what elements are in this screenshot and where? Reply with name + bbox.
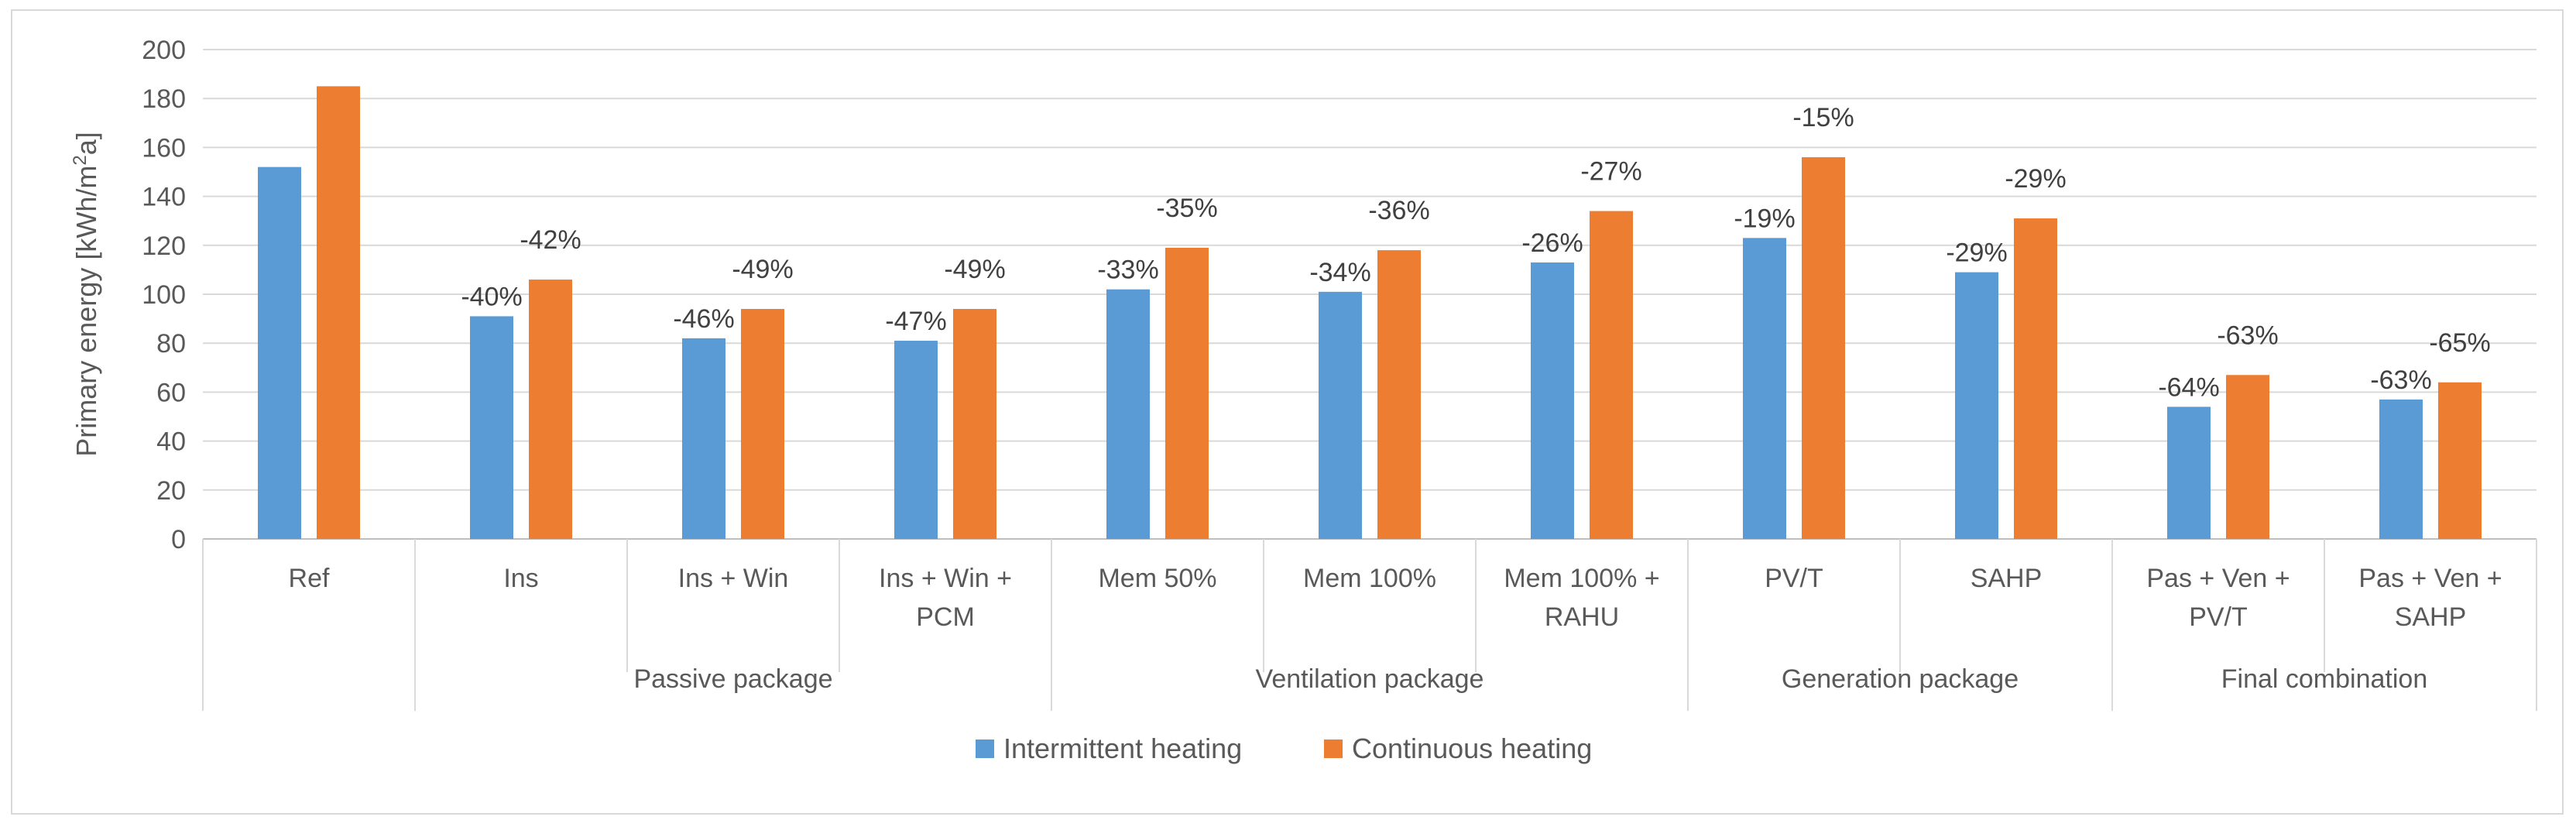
category-label: Ins + Win xyxy=(678,564,789,593)
data-label: -47% xyxy=(885,307,946,336)
bar-continuous-heating xyxy=(2438,382,2482,539)
data-label: -29% xyxy=(1946,238,2007,268)
category-label: PCM xyxy=(916,602,975,632)
data-label: -36% xyxy=(1368,196,1429,225)
category-label: Ins + Win + xyxy=(879,564,1012,593)
data-label: -42% xyxy=(520,225,581,255)
category-label: Mem 50% xyxy=(1098,564,1216,593)
data-label: -63% xyxy=(2217,321,2278,350)
category-label: PV/T xyxy=(2189,602,2248,632)
legend-swatch xyxy=(976,739,994,758)
bar-continuous-heating xyxy=(1802,157,1845,540)
data-label: -64% xyxy=(2158,372,2219,402)
bar-intermittent-heating xyxy=(894,341,938,539)
bar-continuous-heating xyxy=(2226,375,2269,539)
y-axis-title: Primary energy [kWh/m2a] xyxy=(70,132,103,456)
bar-continuous-heating xyxy=(317,86,360,539)
data-label: -26% xyxy=(1521,228,1583,258)
y-tick-label: 200 xyxy=(142,36,186,65)
legend-label: Intermittent heating xyxy=(1003,733,1242,764)
y-axis-title-main: Primary energy [kWh/m xyxy=(70,166,102,457)
data-label: -33% xyxy=(1097,256,1158,285)
bar-intermittent-heating xyxy=(1743,238,1786,539)
y-tick-label: 140 xyxy=(142,183,186,212)
data-label: -19% xyxy=(1734,204,1795,233)
bar-continuous-heating xyxy=(1165,247,1209,539)
y-axis-title-tail: a] xyxy=(70,132,102,155)
y-tick-label: 100 xyxy=(142,280,186,310)
bar-intermittent-heating xyxy=(2167,407,2211,539)
bar-intermittent-heating xyxy=(1531,262,1574,539)
y-tick-label: 120 xyxy=(142,232,186,261)
category-label: Pas + Ven + xyxy=(2358,564,2502,593)
bar-intermittent-heating xyxy=(1106,289,1150,539)
category-label: Mem 100% xyxy=(1303,564,1436,593)
data-label: -27% xyxy=(1580,157,1641,187)
data-label: -49% xyxy=(944,255,1005,284)
category-label: PV/T xyxy=(1765,564,1823,593)
y-tick-label: 160 xyxy=(142,133,186,163)
category-label: Pas + Ven + xyxy=(2146,564,2290,593)
data-label: -29% xyxy=(2005,164,2066,194)
legend-label: Continuous heating xyxy=(1352,733,1592,764)
category-label: SAHP xyxy=(2395,602,2467,632)
y-tick-label: 20 xyxy=(156,476,186,506)
data-label: -15% xyxy=(1792,103,1854,132)
bar-continuous-heating xyxy=(1377,250,1421,539)
y-tick-label: 180 xyxy=(142,84,186,114)
bar-intermittent-heating xyxy=(2379,399,2423,539)
category-label: RAHU xyxy=(1545,602,1619,632)
bar-intermittent-heating xyxy=(682,338,725,539)
group-label: Generation package xyxy=(1782,664,2019,694)
y-tick-label: 0 xyxy=(171,525,186,554)
category-label: Ref xyxy=(289,564,330,593)
y-tick-label: 40 xyxy=(156,427,186,457)
bar-continuous-heating xyxy=(529,280,572,539)
data-label: -49% xyxy=(732,255,793,284)
bar-continuous-heating xyxy=(1590,211,1633,539)
data-label: -46% xyxy=(673,304,734,334)
y-tick-label: 80 xyxy=(156,329,186,359)
bar-intermittent-heating xyxy=(1319,291,1362,539)
bar-intermittent-heating xyxy=(258,166,301,539)
group-label: Ventilation package xyxy=(1256,664,1484,694)
data-label: -40% xyxy=(461,282,522,311)
bar-intermittent-heating xyxy=(1955,272,1998,539)
data-label: -65% xyxy=(2429,328,2490,358)
y-tick-label: 60 xyxy=(156,378,186,407)
category-label: Ins xyxy=(503,564,538,593)
data-label: -34% xyxy=(1309,258,1370,287)
data-label: -35% xyxy=(1156,194,1217,223)
category-label: Mem 100% + xyxy=(1504,564,1659,593)
bar-continuous-heating xyxy=(953,308,996,539)
bar-continuous-heating xyxy=(741,308,784,539)
data-label: -63% xyxy=(2370,365,2431,395)
group-label: Passive package xyxy=(633,664,832,694)
chart-frame xyxy=(11,9,2564,815)
legend-swatch xyxy=(1324,739,1343,758)
bar-continuous-heating xyxy=(2014,218,2057,539)
y-axis-title-sup: 2 xyxy=(70,155,91,165)
group-label: Final combination xyxy=(2221,664,2427,694)
category-label: SAHP xyxy=(1971,564,2043,593)
bar-intermittent-heating xyxy=(470,316,513,539)
